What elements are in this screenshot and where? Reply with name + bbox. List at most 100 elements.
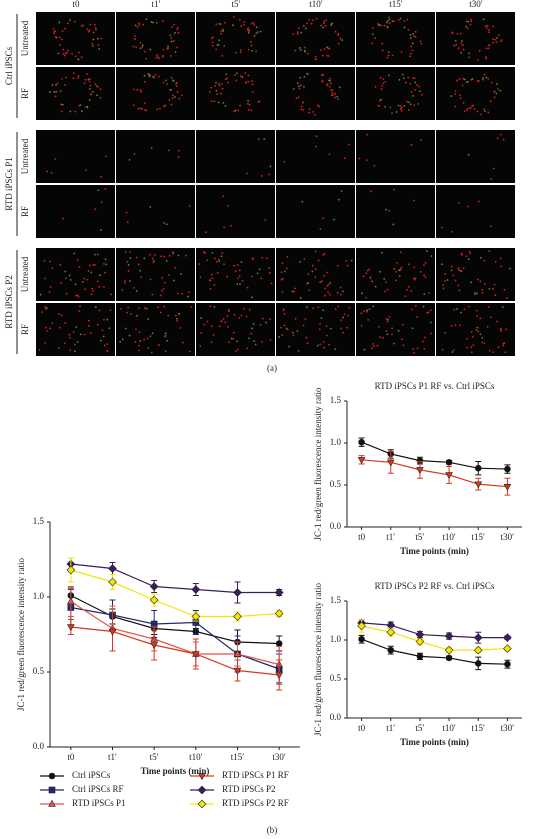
fluorescence-spot: [441, 226, 443, 229]
fluorescence-spot: [269, 318, 272, 321]
fluorescence-spot: [219, 23, 222, 26]
fluorescence-spot: [218, 84, 221, 87]
fluorescence-spot: [153, 254, 156, 256]
fluorescence-spot: [323, 22, 325, 25]
fluorescence-spot: [327, 291, 330, 294]
micrograph: [356, 12, 435, 65]
fluorescence-spot: [177, 31, 180, 34]
fluorescence-spot: [407, 101, 410, 104]
fluorescence-spot: [372, 27, 375, 30]
fluorescence-spot: [181, 341, 184, 344]
fluorescence-spot: [462, 44, 464, 47]
fluorescence-spot: [238, 317, 241, 319]
fluorescence-spot: [168, 149, 170, 152]
fluorescence-spot: [119, 340, 122, 343]
fluorescence-spot: [460, 311, 462, 314]
fluorescence-spot: [167, 47, 170, 50]
fluorescence-spot: [130, 313, 132, 315]
fluorescence-spot: [211, 273, 213, 276]
fluorescence-spot: [170, 76, 173, 79]
fluorescence-spot: [132, 45, 135, 48]
fluorescence-spot: [283, 270, 286, 273]
marker: [445, 459, 453, 466]
x-tick-label: t10′: [442, 532, 456, 542]
fluorescence-spot: [147, 347, 150, 350]
fluorescence-spot: [378, 325, 380, 328]
fluorescence-spot: [240, 314, 243, 317]
fluorescence-spot: [146, 337, 149, 340]
fluorescence-spot: [291, 290, 294, 293]
x-tick-label: t15′: [472, 723, 486, 733]
fluorescence-spot: [424, 276, 427, 279]
fluorescence-spot: [326, 284, 329, 287]
fluorescence-spot: [299, 296, 302, 299]
fluorescence-spot: [65, 277, 67, 280]
fluorescence-spot: [385, 208, 387, 211]
fluorescence-spot: [127, 306, 130, 309]
marker: [233, 649, 242, 657]
fluorescence-spot: [87, 78, 90, 81]
fluorescence-spot: [345, 259, 348, 262]
fluorescence-spot: [218, 260, 221, 262]
fluorescence-spot: [476, 315, 478, 318]
legend-marker: [197, 785, 207, 795]
fluorescence-spot: [78, 266, 81, 268]
fluorescence-spot: [145, 57, 148, 60]
fluorescence-spot: [75, 326, 78, 329]
fluorescence-spot: [94, 253, 96, 256]
fluorescence-spot: [212, 334, 215, 336]
x-tick-label: t1′: [108, 752, 117, 762]
row-label: Untreated: [20, 20, 30, 56]
fluorescence-spot: [102, 318, 105, 321]
x-tick-label: t1′: [386, 723, 395, 733]
fluorescence-spot: [414, 30, 417, 33]
chart-title: RTD iPSCs P2 RF vs. Ctrl iPSCs: [375, 581, 495, 591]
marker: [474, 464, 482, 472]
y-tick-label: 0.5: [330, 673, 342, 683]
fluorescence-spot: [306, 52, 309, 55]
fluorescence-spot: [241, 279, 244, 282]
fluorescence-spot: [235, 79, 238, 82]
fluorescence-spot: [96, 94, 98, 96]
fluorescence-spot: [476, 326, 479, 329]
fluorescence-spot: [139, 47, 142, 50]
legend-label: RTD iPSCs P2 RF: [222, 798, 289, 808]
fluorescence-spot: [283, 160, 286, 163]
fluorescence-spot: [485, 47, 488, 50]
fluorescence-spot: [269, 338, 272, 341]
fluorescence-spot: [474, 293, 476, 296]
fluorescence-spot: [339, 286, 342, 289]
fluorescence-spot: [329, 327, 332, 330]
fluorescence-spot: [172, 94, 174, 97]
fluorescence-spot: [50, 171, 53, 174]
fluorescence-spot: [408, 263, 410, 266]
fluorescence-spot: [305, 336, 308, 339]
fluorescence-spot: [223, 263, 225, 266]
fluorescence-spot: [308, 108, 311, 110]
fluorescence-spot: [419, 270, 422, 273]
fluorescence-spot: [337, 98, 340, 101]
fluorescence-spot: [209, 279, 212, 282]
fluorescence-spot: [165, 260, 168, 262]
fluorescence-spot: [94, 208, 97, 211]
marker: [67, 597, 75, 605]
fluorescence-spot: [497, 346, 500, 348]
fluorescence-spot: [251, 296, 254, 299]
fluorescence-spot: [244, 72, 247, 74]
fluorescence-spot: [227, 81, 230, 84]
legend-marker: [48, 799, 56, 807]
fluorescence-spot: [312, 110, 315, 113]
fluorescence-spot: [83, 333, 86, 336]
legend-label: Ctrl iPSCs RF: [72, 784, 124, 794]
fluorescence-spot: [336, 291, 339, 294]
fluorescence-spot: [311, 264, 314, 267]
fluorescence-spot: [66, 22, 69, 25]
fluorescence-spot: [82, 24, 84, 27]
fluorescence-spot: [368, 308, 371, 311]
fluorescence-spot: [71, 52, 73, 55]
fluorescence-spot: [143, 307, 146, 309]
fluorescence-spot: [177, 254, 180, 257]
fluorescence-spot: [395, 111, 398, 113]
fluorescence-spot: [326, 271, 329, 274]
column-label: t0: [72, 0, 80, 9]
